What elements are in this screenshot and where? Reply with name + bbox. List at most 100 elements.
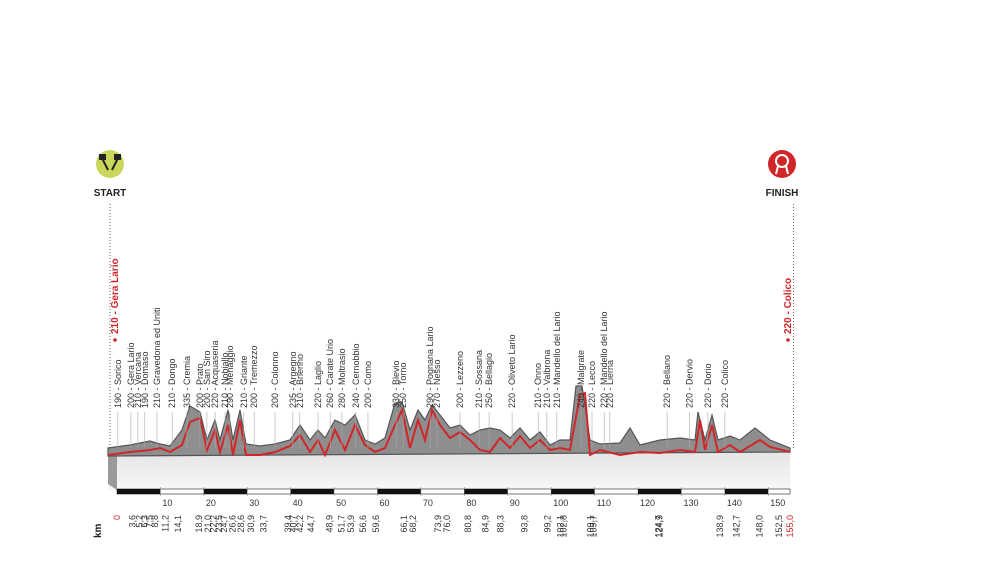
x-tick-label: 100 — [553, 498, 568, 508]
x-tick-label: 130 — [683, 498, 698, 508]
scale-segment — [117, 489, 161, 494]
km-label: 6,3 — [139, 515, 149, 528]
km-label: 22,2 — [208, 515, 218, 533]
x-tick-label: 70 — [423, 498, 433, 508]
place-label: 210 - Valbrona — [542, 350, 552, 408]
scale-segment — [203, 489, 248, 494]
place-label: 190 - Domaso — [140, 351, 150, 408]
km-label: 102,1 — [555, 515, 565, 538]
km-label: 59,6 — [371, 515, 381, 533]
km-label: 18,9 — [194, 515, 204, 533]
km-label: 142,7 — [732, 515, 742, 538]
km-label: 28,6 — [236, 515, 246, 533]
place-label: 270 - Nesso — [432, 359, 442, 408]
finish-icon — [768, 150, 796, 178]
x-tick-label: 20 — [206, 498, 216, 508]
endpoint-label: 210 - Gera Lario — [110, 258, 121, 334]
x-tick-label: 150 — [770, 498, 785, 508]
km-label: 124,9 — [654, 515, 664, 538]
place-label: 210 - Vercana — [133, 352, 143, 408]
place-label: 200 - Colonno — [270, 351, 280, 408]
place-label: 210 - Onno — [533, 363, 543, 408]
profile-line — [107, 391, 791, 458]
place-label: 200 - Gera Lario — [126, 342, 136, 408]
km-label: 8,8 — [150, 515, 160, 528]
km-label: 53,9 — [346, 515, 356, 533]
place-label: 330 - Blevio — [391, 360, 401, 408]
place-label: 240 - Malgrate — [576, 350, 586, 408]
km-label: 88,3 — [495, 515, 505, 533]
km-label: 48,9 — [324, 515, 334, 533]
place-label: 290 - Pognana Lario — [425, 326, 435, 408]
km-label: 102,8 — [558, 515, 568, 538]
scale-segment — [724, 489, 769, 494]
scale-segment — [464, 489, 508, 494]
x-tick-label: 50 — [336, 498, 346, 508]
x-tick-label: 40 — [293, 498, 303, 508]
place-label: 190 - Sorico — [113, 359, 123, 408]
place-label: 210 - Sossana — [474, 350, 484, 408]
place-label: 210 - Mandello del Lario — [552, 311, 562, 408]
place-label: 210 - Gravedona ed Uniti — [152, 307, 162, 408]
ground-side — [108, 448, 117, 490]
x-tick-label: 60 — [380, 498, 390, 508]
place-label: 220 - Bellano — [662, 355, 672, 408]
x-tick-label: 120 — [640, 498, 655, 508]
place-label: 335 - Cremia — [182, 356, 192, 408]
place-label: 220 - Colico — [720, 360, 730, 408]
x-tick-label: 110 — [597, 498, 611, 508]
km-label: 76,0 — [442, 515, 452, 533]
place-label: 260 - Carate Urio — [325, 339, 335, 408]
km-label: 56,6 — [358, 515, 368, 533]
ground — [108, 450, 790, 490]
km-label: 109,7 — [588, 515, 598, 538]
km-label: 30,9 — [246, 515, 256, 533]
km-label: 51,7 — [336, 515, 346, 533]
km-label: 138,9 — [715, 515, 725, 538]
place-label: 200 - Lezzeno — [455, 351, 465, 408]
place-label: 220 - Mandello del Lario — [599, 311, 609, 408]
place-label: 220 - Oliveto Lario — [507, 334, 517, 408]
endpoint-dot — [113, 338, 117, 342]
km-label: 84,9 — [481, 515, 491, 533]
scale-segment — [551, 489, 595, 494]
x-tick-label: 90 — [510, 498, 520, 508]
place-label: 220 - Lecco — [587, 361, 597, 408]
km-label: 152,5 — [774, 515, 784, 538]
km-label: 24,7 — [219, 515, 229, 533]
scale-segment — [638, 489, 682, 494]
km-label: 42,2 — [295, 515, 305, 533]
km-label: 93,8 — [519, 515, 529, 533]
x-tick-label: 10 — [162, 498, 172, 508]
km-label: 0 — [112, 515, 122, 520]
km-label: 26,6 — [227, 515, 237, 533]
place-label: 200 - Como — [363, 361, 373, 408]
km-label: 7,5 — [145, 515, 155, 528]
km-label: 5,2 — [135, 515, 145, 528]
x-unit: km — [93, 523, 104, 538]
km-label: 73,9 — [433, 515, 443, 533]
km-label: 155,0 — [785, 515, 795, 538]
endpoint-label: 220 - Colico — [783, 278, 794, 334]
place-label: 200 - Tremezzo — [249, 345, 259, 408]
km-label: 80,8 — [463, 515, 473, 533]
endpoint-dot — [786, 338, 790, 342]
place-label: 290 - Menaggio — [225, 345, 235, 408]
start-icon — [96, 150, 124, 178]
scale-segment — [377, 489, 421, 494]
km-label: 99,2 — [543, 515, 553, 533]
finish-label: FINISH — [766, 188, 799, 199]
place-label: 220 - Dervio — [685, 359, 695, 408]
scale-segment — [290, 489, 335, 494]
place-label: 220 - Lierna — [605, 360, 615, 408]
km-label: 124,7 — [653, 515, 663, 538]
km-label: 11,2 — [161, 515, 171, 532]
place-label: 235 - Argegno — [288, 351, 298, 408]
place-label: 240 - Cernobbio — [351, 343, 361, 408]
km-label: 68,2 — [408, 515, 418, 533]
km-label: 148,0 — [755, 515, 765, 538]
km-label: 109,1 — [586, 515, 596, 538]
km-label: 14,1 — [173, 515, 183, 533]
start-label: START — [94, 188, 127, 199]
